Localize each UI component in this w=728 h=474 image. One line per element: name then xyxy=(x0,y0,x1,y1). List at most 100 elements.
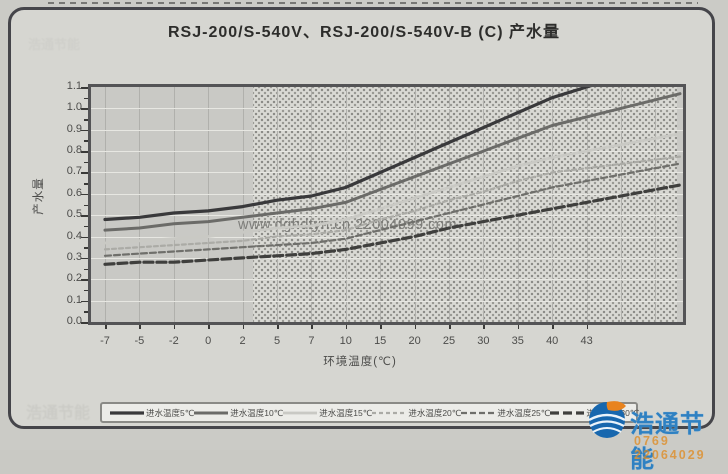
gridline-vertical xyxy=(621,87,622,322)
x-tick-label: 30 xyxy=(477,335,490,347)
legend-line-sample xyxy=(461,411,496,414)
watermark-text: www.dghdtyn.cn 22004099.com xyxy=(238,217,458,233)
gridline-horizontal xyxy=(91,215,683,217)
globe-icon xyxy=(588,401,626,438)
y-tick-minor xyxy=(84,97,88,100)
x-tick-label: 20 xyxy=(408,335,421,347)
legend-label: 进水温度25℃ xyxy=(497,407,551,418)
x-tick-label: 7 xyxy=(308,335,315,347)
series-line-进水温度15℃ xyxy=(103,132,682,245)
y-tick-label: 0.8 xyxy=(66,144,82,157)
x-tick-label: 25 xyxy=(442,335,456,347)
y-tick-minor xyxy=(84,289,88,292)
gridline-vertical xyxy=(552,87,554,322)
x-tick xyxy=(277,325,279,329)
x-tick xyxy=(345,325,348,329)
gridline-vertical xyxy=(586,87,588,322)
legend-item: 进水温度25℃ xyxy=(461,407,550,419)
x-tick xyxy=(586,325,589,329)
legend-item: 进水温度10℃ xyxy=(194,407,283,419)
y-tick-minor xyxy=(84,204,88,206)
y-tick-major xyxy=(81,108,88,110)
legend-label: 进水温度10℃ xyxy=(230,407,284,418)
y-tick-major xyxy=(81,300,88,303)
vendor-logo: 浩通节能 0769 22064029 xyxy=(586,396,728,473)
legend-label: 进水温度20℃ xyxy=(408,407,462,418)
legend-line-sample xyxy=(550,410,585,415)
x-tick xyxy=(380,325,382,329)
x-tick xyxy=(173,325,176,329)
series-line-进水温度25℃ xyxy=(103,162,682,257)
y-tick-minor xyxy=(84,161,88,164)
x-tick-label: 40 xyxy=(546,335,559,347)
gridline-vertical xyxy=(173,87,175,322)
legend-box: 进水温度5℃进水温度10℃进水温度15℃进水温度20℃进水温度25℃进水温度30… xyxy=(100,402,639,423)
x-tick xyxy=(311,325,313,329)
x-tick-label: 5 xyxy=(273,335,281,347)
x-tick-label: 35 xyxy=(511,335,524,347)
y-tick-major xyxy=(81,279,88,281)
gridline-vertical xyxy=(414,87,416,322)
series-line-进水温度10℃ xyxy=(103,92,682,232)
y-tick-label: 0.0 xyxy=(66,315,82,327)
legend-line-sample xyxy=(283,411,318,414)
gridline-vertical xyxy=(105,87,106,322)
chart-title: RSJ-200/S-540V、RSJ-200/S-540V-B (C) 产水量 xyxy=(167,24,561,41)
x-tick-label: 15 xyxy=(374,335,387,347)
y-tick-minor xyxy=(84,311,88,313)
x-tick xyxy=(483,325,485,329)
series-line-进水温度5℃ xyxy=(103,87,592,222)
x-axis-title: 环境温度(℃) xyxy=(323,356,397,368)
y-tick-minor xyxy=(84,140,88,142)
legend-line-sample xyxy=(110,410,144,415)
y-tick-label: 0.4 xyxy=(66,229,82,242)
plot-area: www.dghdtyn.cn 22004099.com xyxy=(88,84,686,325)
y-tick-minor xyxy=(84,225,88,228)
ghost-stamp: 浩通节能 xyxy=(28,37,81,52)
vendor-logo-text: 浩通节能 xyxy=(630,411,705,473)
gridline-horizontal xyxy=(91,129,683,131)
halftone-overlay xyxy=(253,87,677,322)
scan-artifact-strip xyxy=(48,2,698,4)
gridline-vertical xyxy=(380,87,382,322)
legend-label: 进水温度15℃ xyxy=(319,407,373,418)
x-tick-label: -7 xyxy=(100,335,110,347)
x-tick-label: -5 xyxy=(134,335,145,347)
ghost-stamp: 浩通节能 xyxy=(26,405,91,422)
x-tick-label: 0 xyxy=(205,335,212,347)
gridline-vertical xyxy=(449,87,450,322)
gridline-vertical xyxy=(345,87,347,322)
gridline-vertical xyxy=(208,87,210,322)
gridline-vertical xyxy=(311,87,313,322)
gridline-horizontal xyxy=(91,257,683,259)
y-tick-label: 0.6 xyxy=(66,186,82,199)
y-tick-major xyxy=(81,151,88,153)
x-tick xyxy=(449,325,451,329)
gridline-vertical xyxy=(242,87,244,322)
gridline-horizontal xyxy=(91,300,683,302)
legend-line-sample xyxy=(194,411,229,414)
y-tick-major xyxy=(81,322,88,324)
y-tick-major xyxy=(81,215,88,217)
y-tick-label: 0.1 xyxy=(66,293,82,306)
x-tick xyxy=(552,325,554,329)
gridline-vertical xyxy=(277,87,278,322)
gridline-vertical xyxy=(517,87,519,322)
y-tick-label: 0.9 xyxy=(66,122,82,135)
gridline-horizontal xyxy=(91,108,683,110)
y-tick-major xyxy=(81,193,88,196)
series-curves xyxy=(103,87,682,266)
gridline-vertical xyxy=(139,87,141,322)
y-tick-minor xyxy=(84,268,88,271)
legend-line-sample xyxy=(372,411,407,414)
x-tick-label: 2 xyxy=(239,335,246,347)
y-tick-label: 0.3 xyxy=(66,250,82,263)
gridline-horizontal xyxy=(91,236,683,238)
legend-item: 进水温度15℃ xyxy=(283,407,372,419)
series-line-进水温度20℃ xyxy=(103,155,682,251)
x-tick xyxy=(139,325,141,329)
y-tick-major xyxy=(81,129,88,132)
series-line-进水温度30℃ xyxy=(103,183,682,266)
y-tick-minor xyxy=(84,119,88,121)
y-tick-major xyxy=(81,87,88,89)
